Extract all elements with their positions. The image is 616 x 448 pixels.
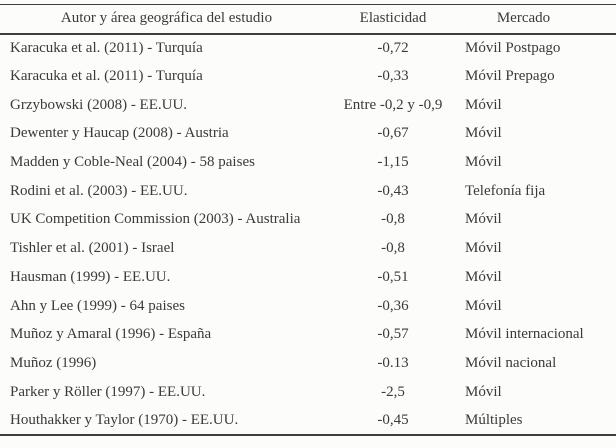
cell-elasticidad: -0,57 — [377, 326, 409, 343]
cell-mercado: Telefonía fija — [465, 182, 546, 199]
cell-mercado: Móvil — [465, 211, 502, 228]
cell-mercado: Móvil — [465, 240, 502, 257]
cell-autor: Parker y Röller (1997) - EE.UU. — [10, 383, 206, 400]
cell-elasticidad: -0,36 — [377, 297, 409, 314]
table-row: Parker y Röller (1997) - EE.UU. -2,5 Móv… — [0, 378, 616, 407]
cell-elasticidad: -0.13 — [377, 354, 409, 371]
cell-autor: Tishler et al. (2001) - Israel — [10, 240, 175, 257]
cell-autor: Karacuka et al. (2011) - Turquía — [10, 39, 203, 56]
cell-autor: Karacuka et al. (2011) - Turquía — [10, 68, 203, 85]
cell-autor: Muñoz (1996) — [10, 354, 97, 371]
table-row: Karacuka et al. (2011) - Turquía -0,72 M… — [0, 34, 616, 63]
cell-elasticidad: -0,51 — [377, 268, 409, 285]
table-row: Karacuka et al. (2011) - Turquía -0,33 M… — [0, 62, 616, 91]
cell-autor: Houthakker y Taylor (1970) - EE.UU. — [10, 411, 239, 428]
table-row: Dewenter y Haucap (2008) - Austria -0,67… — [0, 120, 616, 149]
table-row: Tishler et al. (2001) - Israel -0,8 Móvi… — [0, 234, 616, 263]
cell-mercado: Múltiples — [465, 411, 523, 428]
cell-elasticidad: -2,5 — [381, 383, 405, 400]
cell-autor: Muñoz y Amaral (1996) - España — [10, 326, 212, 343]
elasticity-study-table: Autor y área geográfica del estudio Elas… — [0, 4, 616, 437]
column-header-elasticidad: Elasticidad — [359, 10, 427, 27]
table-row: Muñoz y Amaral (1996) - España -0,57 Móv… — [0, 320, 616, 349]
cell-elasticidad: -0,72 — [377, 39, 409, 56]
cell-mercado: Móvil Postpago — [465, 39, 561, 56]
cell-mercado: Móvil — [465, 96, 502, 113]
table-header: Autor y área geográfica del estudio Elas… — [0, 5, 616, 34]
table-row: UK Competition Commission (2003) - Austr… — [0, 206, 616, 235]
cell-mercado: Móvil nacional — [465, 354, 557, 371]
table-row: Houthakker y Taylor (1970) - EE.UU. -0,4… — [0, 406, 616, 435]
cell-mercado: Móvil — [465, 297, 502, 314]
cell-elasticidad: -0,33 — [377, 68, 409, 85]
cell-elasticidad: -0,8 — [381, 211, 405, 228]
cell-mercado: Móvil — [465, 383, 502, 400]
cell-autor: Hausman (1999) - EE.UU. — [10, 268, 171, 285]
table-row: Ahn y Lee (1999) - 64 paises -0,36 Móvil — [0, 292, 616, 321]
cell-autor: Rodini et al. (2003) - EE.UU. — [10, 182, 188, 199]
table-header-row: Autor y área geográfica del estudio Elas… — [0, 5, 616, 34]
cell-elasticidad: -0,67 — [377, 125, 409, 142]
cell-elasticidad: Entre -0,2 y -0,9 — [343, 96, 443, 113]
cell-autor: Madden y Coble-Neal (2004) - 58 paises — [10, 154, 255, 171]
cell-elasticidad: -0,45 — [377, 411, 409, 428]
table-row: Hausman (1999) - EE.UU. -0,51 Móvil — [0, 263, 616, 292]
cell-autor: UK Competition Commission (2003) - Austr… — [10, 211, 301, 228]
table-row: Grzybowski (2008) - EE.UU. Entre -0,2 y … — [0, 91, 616, 120]
column-header-autor: Autor y área geográfica del estudio — [60, 10, 273, 27]
table-row: Rodini et al. (2003) - EE.UU. -0,43 Tele… — [0, 177, 616, 206]
table-row: Muñoz (1996) -0.13 Móvil nacional — [0, 349, 616, 378]
cell-mercado: Móvil — [465, 268, 502, 285]
cell-autor: Ahn y Lee (1999) - 64 paises — [10, 297, 185, 314]
cell-mercado: Móvil Prepago — [465, 68, 555, 85]
cell-elasticidad: -1,15 — [377, 154, 409, 171]
table-row: Madden y Coble-Neal (2004) - 58 paises -… — [0, 148, 616, 177]
cell-autor: Dewenter y Haucap (2008) - Austria — [10, 125, 229, 142]
cell-autor: Grzybowski (2008) - EE.UU. — [10, 96, 188, 113]
cell-mercado: Móvil internacional — [465, 326, 584, 343]
cell-elasticidad: -0,43 — [377, 182, 409, 199]
cell-mercado: Móvil — [465, 154, 502, 171]
table-body: Karacuka et al. (2011) - Turquía -0,72 M… — [0, 34, 616, 436]
cell-mercado: Móvil — [465, 125, 502, 142]
column-header-mercado: Mercado — [496, 10, 551, 27]
cell-elasticidad: -0,8 — [381, 240, 405, 257]
